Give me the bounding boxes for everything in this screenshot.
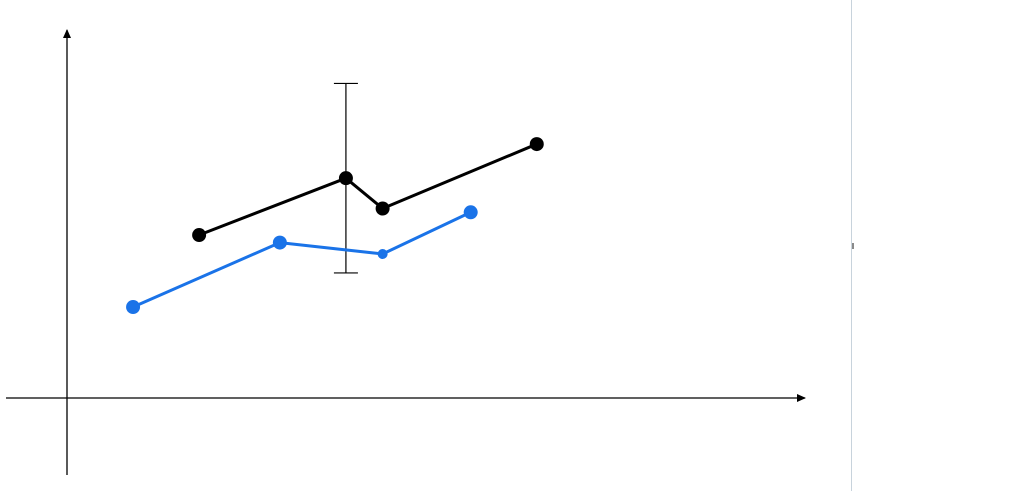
series-2 [126,205,478,315]
series-1 [192,82,544,274]
series-2-point [463,205,478,220]
right-panel [852,0,1013,491]
series-group [126,82,544,315]
series-1-point [529,137,544,152]
series-2-point [377,248,388,259]
line-chart [6,29,806,475]
resize-handle[interactable] [852,243,854,249]
chart-canvas [6,29,806,475]
series-1-point [338,171,353,186]
series-1-point [375,201,390,216]
series-2-point [126,300,141,315]
panel-divider[interactable] [851,0,852,491]
series-1-point [192,228,207,243]
series-2-line [131,210,473,309]
series-1-line [197,142,539,237]
axes [6,29,806,475]
series-2-point [272,235,287,250]
